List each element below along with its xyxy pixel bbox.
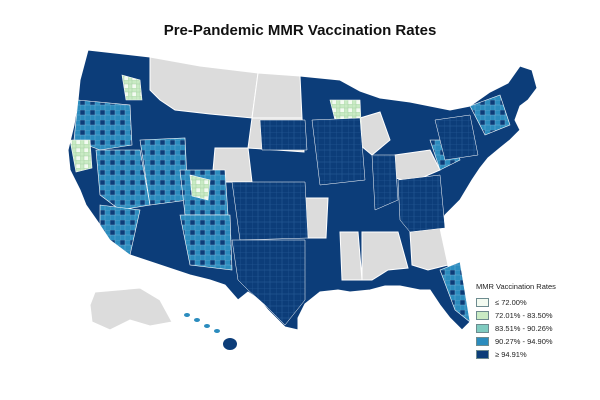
legend-label: ≤ 72.00% xyxy=(495,298,527,307)
map-title: Pre-Pandemic MMR Vaccination Rates xyxy=(163,22,437,39)
map-legend: MMR Vaccination Rates ≤ 72.00% 72.01% - … xyxy=(476,282,576,361)
high-rate-regions xyxy=(231,114,479,326)
legend-item: ≤ 72.00% xyxy=(476,296,576,309)
legend-swatch xyxy=(476,350,489,359)
legend-item: 90.27% - 94.90% xyxy=(476,335,576,348)
legend-title: MMR Vaccination Rates xyxy=(476,282,556,291)
legend-label: 90.27% - 94.90% xyxy=(495,337,553,346)
legend-item: ≥ 94.91% xyxy=(476,348,576,361)
alaska-shape xyxy=(89,287,173,331)
legend-label: 83.51% - 90.26% xyxy=(495,324,553,333)
legend-swatch xyxy=(476,311,489,320)
hawaii-shape xyxy=(184,313,237,350)
legend-label: ≥ 94.91% xyxy=(495,350,527,359)
legend-label: 72.01% - 83.50% xyxy=(495,311,553,320)
legend-swatch xyxy=(476,324,489,333)
legend-item: 83.51% - 90.26% xyxy=(476,322,576,335)
legend-swatch xyxy=(476,337,489,346)
legend-item: 72.01% - 83.50% xyxy=(476,309,576,322)
legend-swatch xyxy=(476,298,489,307)
